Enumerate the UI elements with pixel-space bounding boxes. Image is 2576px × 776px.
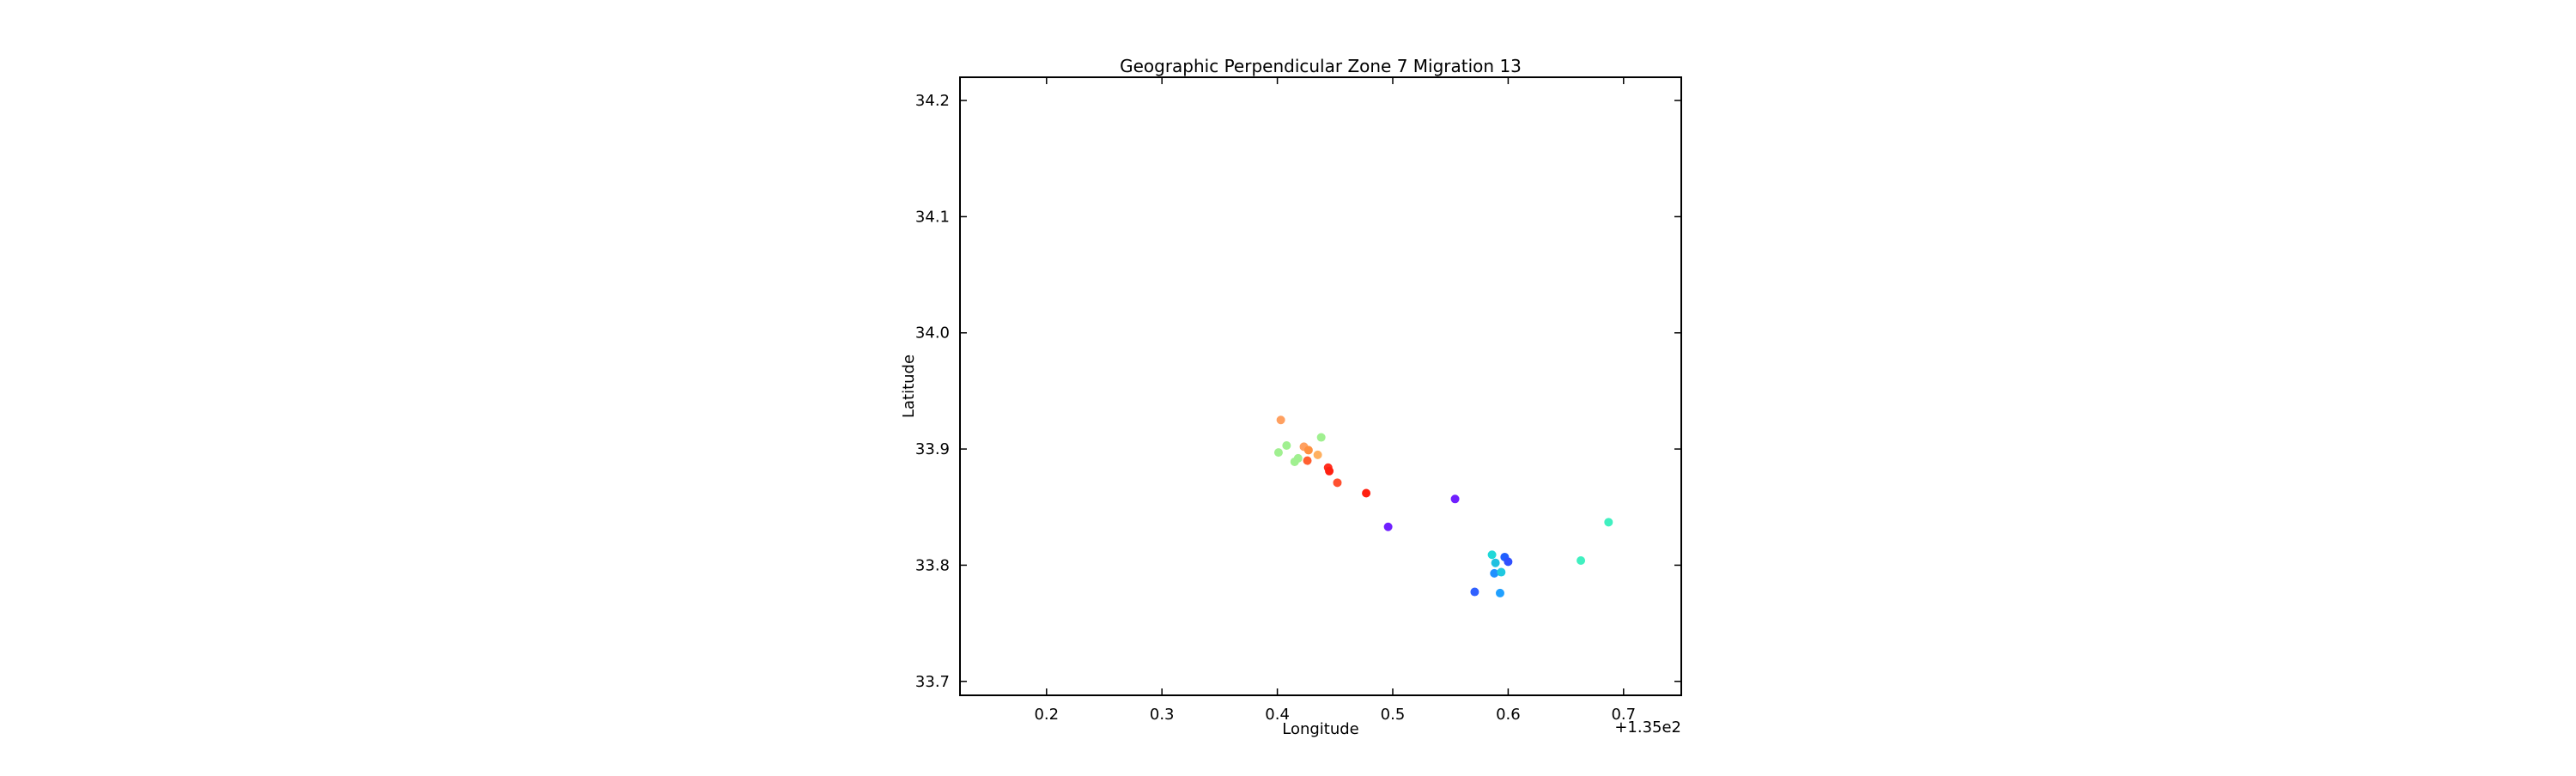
scatter-point <box>1313 450 1322 459</box>
data-points <box>1273 415 1613 597</box>
x-axis-ticks: 0.2 0.3 0.4 0.5 0.6 0.7 <box>1034 77 1636 724</box>
x-axis-offset-label: +1.35e2 <box>1614 718 1681 737</box>
x-axis-label: Longitude <box>1282 720 1359 738</box>
scatter-point <box>1504 557 1513 567</box>
scatter-point <box>1282 441 1291 451</box>
x-tick-label: 0.4 <box>1265 706 1290 724</box>
y-tick-label: 33.7 <box>915 673 950 691</box>
y-tick-label: 34.2 <box>915 92 950 110</box>
chart-title: Geographic Perpendicular Zone 7 Migratio… <box>1120 56 1522 76</box>
scatter-point <box>1316 433 1326 442</box>
x-tick-label: 0.2 <box>1034 706 1059 724</box>
scatter-point <box>1303 446 1313 455</box>
scatter-point <box>1276 415 1285 425</box>
scatter-point <box>1604 518 1613 527</box>
scatter-point <box>1470 587 1479 597</box>
scatter-point <box>1333 478 1342 488</box>
scatter-point <box>1325 466 1334 476</box>
y-tick-label: 34.1 <box>915 208 950 226</box>
scatter-point <box>1362 488 1371 498</box>
x-tick-label: 0.3 <box>1150 706 1175 724</box>
scatter-point <box>1383 522 1393 531</box>
scatter-point <box>1490 568 1499 578</box>
y-tick-label: 33.8 <box>915 556 950 574</box>
scatter-point <box>1491 558 1500 567</box>
scatter-point <box>1293 453 1303 463</box>
x-tick-label: 0.6 <box>1496 706 1521 724</box>
y-tick-label: 34.0 <box>915 324 950 343</box>
y-axis-label: Latitude <box>900 355 918 418</box>
plot-area <box>959 76 1682 696</box>
y-tick-label: 33.9 <box>915 440 950 458</box>
scatter-point <box>1273 448 1283 458</box>
scatter-point <box>1497 567 1506 577</box>
scatter-point <box>1450 494 1460 504</box>
x-tick-label: 0.7 <box>1611 706 1636 724</box>
y-axis-ticks: 33.7 33.8 33.9 34.0 34.1 34.2 <box>915 92 1681 691</box>
scatter-point <box>1495 588 1504 597</box>
scatter-point <box>1487 550 1497 560</box>
scatter-point <box>1303 456 1312 465</box>
x-tick-label: 0.5 <box>1381 706 1406 724</box>
scatter-point <box>1577 556 1586 566</box>
